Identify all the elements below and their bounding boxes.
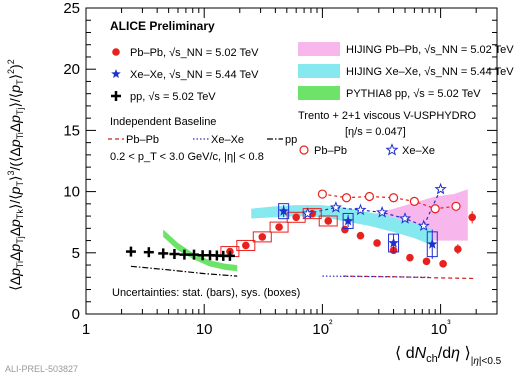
y-tick-label: 20 bbox=[63, 61, 80, 78]
cuts-label: 0.2 < p_T < 3.0 GeV/c, |η| < 0.8 bbox=[110, 151, 264, 163]
y-tick-label: 15 bbox=[63, 122, 80, 139]
sys-box-pbpb bbox=[236, 239, 256, 251]
baseline-pbpb-line bbox=[343, 275, 477, 280]
y-tick-label: 5 bbox=[72, 245, 80, 262]
baseline-legend-label: pp bbox=[285, 134, 297, 146]
baseline-xexe-line bbox=[322, 275, 430, 278]
sys-box-pbpb bbox=[318, 215, 338, 227]
chart-title: ALICE Preliminary bbox=[110, 19, 215, 33]
legend-label-xexe: Xe–Xe, √s_NN = 5.44 TeV bbox=[130, 69, 259, 81]
point-trento-pbpb bbox=[317, 189, 328, 199]
legend-marker-pbpb bbox=[112, 48, 120, 56]
model-legend-pbpb-marker bbox=[299, 145, 309, 155]
legend-label-band: HIJING Pb–Pb, √s_NN = 5.02 TeV bbox=[346, 44, 514, 56]
y-tick-label: 10 bbox=[63, 184, 80, 201]
point-trento-xexe bbox=[398, 212, 412, 224]
baseline-title: Independent Baseline bbox=[110, 116, 216, 128]
point-trento-pbpb bbox=[364, 191, 375, 202]
point-trento-xexe bbox=[376, 205, 389, 218]
point-pbpb bbox=[468, 213, 476, 222]
point-pbpb bbox=[341, 225, 349, 234]
point-trento-pbpb bbox=[451, 201, 461, 211]
point-trento-xexe bbox=[417, 219, 430, 232]
point-pbpb bbox=[439, 260, 447, 268]
point-trento-xexe bbox=[354, 203, 367, 216]
footnote: Uncertainties: stat. (bars), sys. (boxes… bbox=[112, 287, 300, 299]
legend-label-band: HIJING Xe–Xe, √s_NN = 5.44 TeV bbox=[346, 66, 514, 78]
band-pythia8-pp bbox=[163, 229, 238, 272]
legend-marker-xexe bbox=[111, 69, 121, 78]
x-tick-label: 10² bbox=[312, 319, 333, 338]
point-trento-pbpb bbox=[341, 193, 352, 203]
point-pbpb bbox=[422, 257, 431, 266]
point-trento-pbpb bbox=[409, 196, 419, 206]
sys-box-xexe bbox=[278, 203, 290, 220]
legend-label-pp: pp, √s = 5.02 TeV bbox=[130, 91, 216, 103]
point-pbpb bbox=[242, 241, 250, 250]
point-trento-xexe bbox=[301, 207, 314, 219]
model-legend-xexe-label: Xe–Xe bbox=[402, 145, 435, 157]
model-title: Trento + 2+1 viscous V-USPHYDRO bbox=[298, 110, 477, 122]
y-tick-label: 25 bbox=[63, 0, 80, 17]
plot-frame bbox=[85, 7, 498, 315]
svg-text:⟨ dNch/dη ⟩|η|<0.5: ⟨ dNch/dη ⟩|η|<0.5 bbox=[395, 345, 502, 367]
point-xexe bbox=[388, 237, 399, 248]
x-tick-label: 10³ bbox=[431, 319, 452, 338]
model-legend-xexe-marker bbox=[385, 143, 399, 156]
point-trento-xexe bbox=[434, 182, 447, 195]
point-trento-pbpb bbox=[388, 193, 399, 203]
sys-box-pbpb bbox=[302, 208, 322, 220]
legend-band-swatch bbox=[298, 86, 340, 100]
baseline-legend-label: Pb–Pb bbox=[126, 134, 159, 146]
point-pbpb bbox=[324, 217, 333, 225]
baseline-legend-label: Xe–Xe bbox=[211, 134, 244, 146]
sys-box-xexe bbox=[342, 212, 354, 229]
legend-label-pbpb: Pb–Pb, √s_NN = 5.02 TeV bbox=[130, 47, 259, 59]
y-tick-label: 0 bbox=[72, 306, 80, 323]
legend: Pb–Pb, √s_NN = 5.02 TeV Xe–Xe, √s_NN = 5.… bbox=[108, 42, 514, 157]
point-pbpb bbox=[275, 223, 283, 231]
point-pbpb bbox=[406, 253, 414, 262]
x-axis-label: ⟨ dNch/dη ⟩|η|<0.5 bbox=[395, 345, 502, 367]
point-trento-pbpb bbox=[430, 204, 440, 214]
figure-id: ALI-PREL-503827 bbox=[5, 364, 78, 374]
point-xexe bbox=[278, 205, 289, 216]
sys-box-xexe bbox=[388, 233, 400, 253]
point-trento-xexe bbox=[329, 201, 342, 213]
point-xexe bbox=[342, 215, 354, 226]
x-tick-label: 10 bbox=[196, 321, 213, 338]
legend-band-swatch bbox=[298, 64, 340, 78]
legend-band-swatch bbox=[298, 42, 340, 56]
point-pbpb bbox=[258, 233, 267, 241]
point-pbpb bbox=[454, 245, 462, 253]
point-pbpb bbox=[373, 239, 381, 247]
point-xexe bbox=[427, 238, 438, 249]
model-legend-pbpb-label: Pb–Pb bbox=[314, 145, 347, 157]
sys-box-pbpb bbox=[252, 231, 272, 243]
point-pbpb bbox=[356, 231, 365, 240]
point-pbpb bbox=[292, 213, 300, 222]
x-tick-label: 1 bbox=[82, 321, 90, 338]
legend-label-band: PYTHIA8 pp, √s = 5.02 TeV bbox=[346, 88, 481, 100]
data-points bbox=[125, 182, 476, 268]
sys-box-pbpb bbox=[269, 221, 289, 233]
svg-text:⟨ΔpTiΔpTjΔpTk⟩/⟨pT⟩3/(⟨ΔpTiΔpT: ⟨ΔpTiΔpTjΔpTk⟩/⟨pT⟩3/(⟨ΔpTiΔpTj⟩/⟨pT⟩2)2 bbox=[6, 59, 25, 291]
model-param: [η/s = 0.047] bbox=[345, 126, 406, 138]
axes: 1 10 10² 10³ 0 5 10 15 20 25 bbox=[63, 0, 498, 338]
y-axis-label: ⟨ΔpTiΔpTjΔpTk⟩/⟨pT⟩3/(⟨ΔpTiΔpTj⟩/⟨pT⟩2)2 bbox=[6, 59, 25, 291]
